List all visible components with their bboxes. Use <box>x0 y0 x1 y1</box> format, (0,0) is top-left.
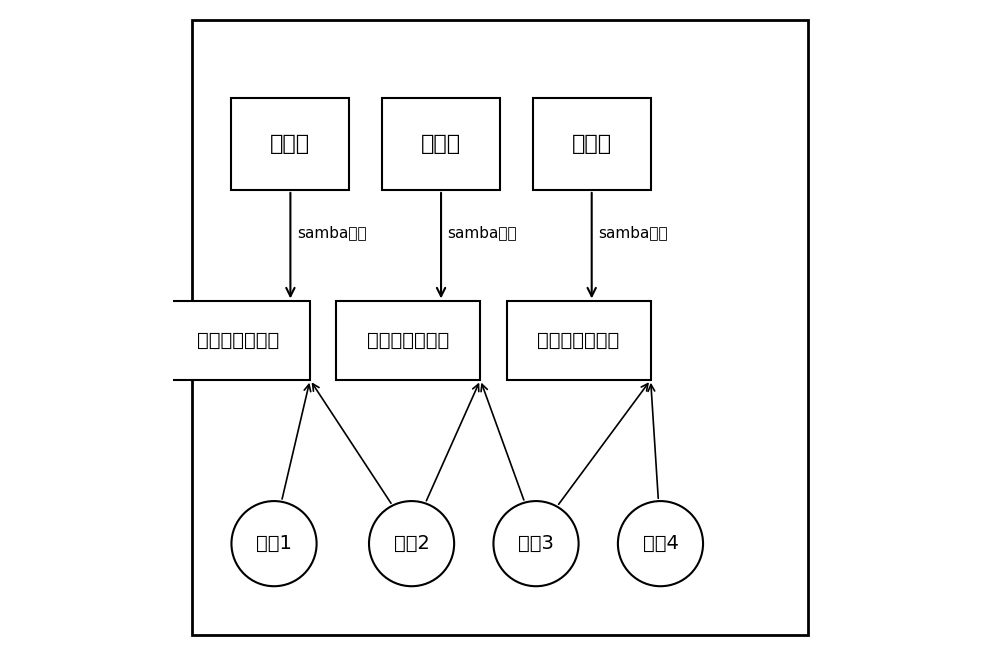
Text: 文件4: 文件4 <box>643 534 678 553</box>
Circle shape <box>369 501 454 586</box>
Text: 虚拟机挂载目录: 虚拟机挂载目录 <box>537 331 620 350</box>
Text: 虚拟机挂载目录: 虚拟机挂载目录 <box>367 331 449 350</box>
FancyBboxPatch shape <box>533 98 651 190</box>
Text: 虚拟机: 虚拟机 <box>421 134 461 154</box>
Circle shape <box>231 501 317 586</box>
FancyBboxPatch shape <box>507 301 651 380</box>
Circle shape <box>618 501 703 586</box>
Text: 虚拟机挂载目录: 虚拟机挂载目录 <box>197 331 279 350</box>
Text: samba挂载: samba挂载 <box>297 225 367 240</box>
Text: samba挂载: samba挂载 <box>448 225 517 240</box>
FancyBboxPatch shape <box>166 301 310 380</box>
Text: 文件3: 文件3 <box>518 534 554 553</box>
FancyBboxPatch shape <box>382 98 500 190</box>
FancyBboxPatch shape <box>336 301 480 380</box>
FancyBboxPatch shape <box>231 98 349 190</box>
Text: 文件1: 文件1 <box>256 534 292 553</box>
Text: 虚拟机: 虚拟机 <box>572 134 612 154</box>
Circle shape <box>493 501 579 586</box>
FancyBboxPatch shape <box>192 20 808 635</box>
Text: 虚拟机: 虚拟机 <box>270 134 310 154</box>
Text: 文件2: 文件2 <box>394 534 430 553</box>
Text: samba挂载: samba挂载 <box>598 225 668 240</box>
